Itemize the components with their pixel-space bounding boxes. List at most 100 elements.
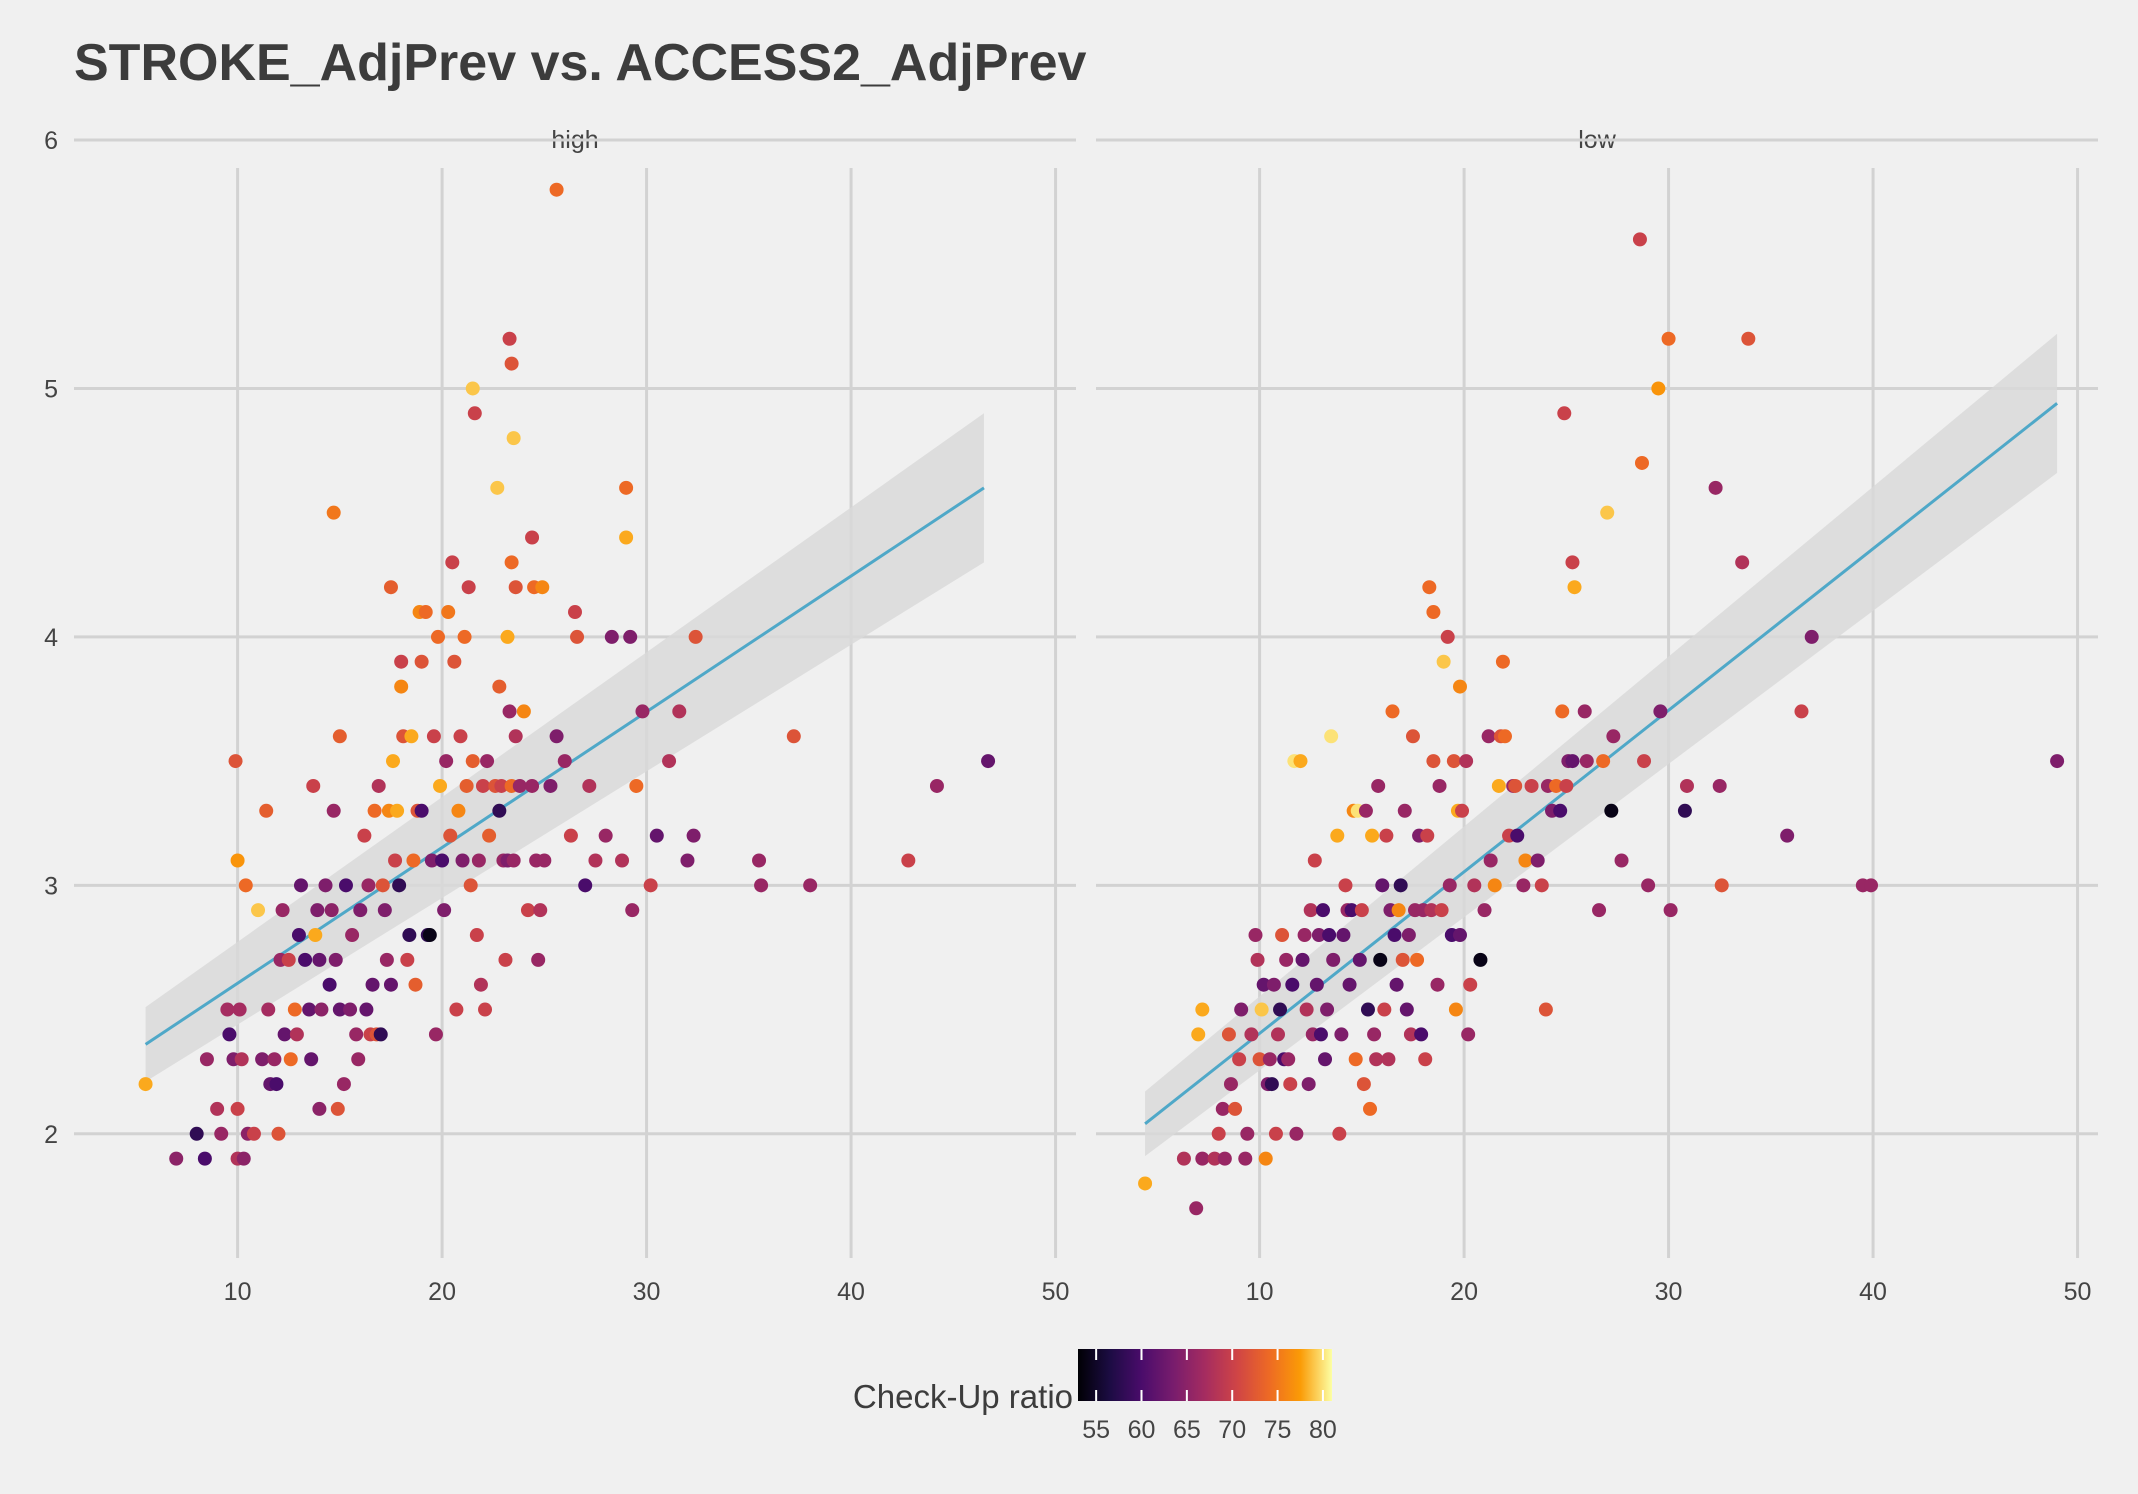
legend-title: Check-Up ratio	[853, 1378, 1073, 1415]
data-point	[480, 754, 495, 769]
data-point	[361, 878, 376, 893]
data-point	[455, 853, 470, 868]
data-point	[402, 928, 417, 943]
data-point	[929, 778, 944, 793]
data-point	[752, 853, 767, 868]
x-tick-label: 10	[1246, 1278, 1274, 1306]
data-point	[328, 952, 343, 967]
data-point	[379, 952, 394, 967]
data-point	[422, 928, 437, 943]
data-point	[1195, 1151, 1210, 1166]
data-point	[1641, 878, 1656, 893]
data-point	[1338, 878, 1353, 893]
data-point	[1553, 803, 1568, 818]
data-point	[433, 778, 448, 793]
data-point	[1592, 903, 1607, 918]
data-point	[238, 878, 253, 893]
data-point	[498, 952, 513, 967]
data-point	[1555, 704, 1570, 719]
x-tick-label: 50	[2064, 1278, 2092, 1306]
data-point	[465, 381, 480, 396]
legend-tick-label: 60	[1128, 1416, 1156, 1444]
data-point	[453, 729, 468, 744]
data-point	[1270, 1027, 1285, 1042]
data-point	[506, 853, 521, 868]
data-point	[504, 356, 519, 371]
confidence-band	[145, 413, 984, 1082]
x-tick-label: 10	[224, 1278, 252, 1306]
data-point	[291, 928, 306, 943]
data-point	[277, 1027, 292, 1042]
data-point	[1399, 1002, 1414, 1017]
data-point	[302, 1002, 317, 1017]
data-point	[1565, 555, 1580, 570]
data-point	[1401, 928, 1416, 943]
data-point	[1596, 754, 1611, 769]
data-point	[283, 1052, 298, 1067]
data-point	[1250, 952, 1265, 967]
data-point	[1273, 1002, 1288, 1017]
data-point	[1268, 1126, 1283, 1141]
data-point	[267, 1052, 282, 1067]
data-point	[214, 1126, 229, 1141]
data-point	[604, 629, 619, 644]
data-point	[502, 331, 517, 346]
data-point	[351, 1052, 366, 1067]
chart-title: STROKE_AdjPrev vs. ACCESS2_AdjPrev	[74, 34, 1087, 92]
y-tick-label: 2	[44, 1121, 58, 1149]
data-point	[588, 853, 603, 868]
data-point	[138, 1077, 153, 1092]
data-point	[1332, 1126, 1347, 1141]
data-point	[1217, 1151, 1232, 1166]
data-point	[803, 878, 818, 893]
data-point	[1315, 903, 1330, 918]
data-point	[469, 928, 484, 943]
data-point	[1367, 1027, 1382, 1042]
data-point	[1358, 803, 1373, 818]
data-point	[287, 1002, 302, 1017]
data-point	[383, 977, 398, 992]
data-point	[506, 431, 521, 446]
data-point	[463, 878, 478, 893]
data-point	[1679, 778, 1694, 793]
data-point	[557, 754, 572, 769]
data-point	[508, 580, 523, 595]
data-point	[1311, 928, 1326, 943]
data-point	[367, 803, 382, 818]
data-point	[308, 928, 323, 943]
data-point	[1604, 803, 1619, 818]
data-point	[281, 952, 296, 967]
data-point	[1524, 778, 1539, 793]
data-point	[1258, 1151, 1273, 1166]
data-point	[1442, 878, 1457, 893]
data-point	[424, 853, 439, 868]
data-point	[1565, 754, 1580, 769]
data-point	[1418, 1052, 1433, 1067]
data-point	[1138, 1176, 1153, 1191]
data-point	[1530, 853, 1545, 868]
data-point	[1497, 729, 1512, 744]
data-point	[1281, 1052, 1296, 1067]
data-point	[345, 928, 360, 943]
data-point	[461, 580, 476, 595]
data-point	[1266, 977, 1281, 992]
data-point	[1223, 1077, 1238, 1092]
data-point	[1207, 1151, 1222, 1166]
data-point	[1371, 778, 1386, 793]
data-point	[1254, 1002, 1269, 1017]
data-point	[1244, 1027, 1259, 1042]
data-point	[1262, 1052, 1277, 1067]
data-point	[1518, 853, 1533, 868]
data-point	[326, 803, 341, 818]
data-point	[1324, 729, 1339, 744]
data-point	[1381, 1052, 1396, 1067]
data-point	[492, 679, 507, 694]
data-point	[1215, 1101, 1230, 1116]
data-point	[1279, 952, 1294, 967]
data-point	[1363, 1101, 1378, 1116]
data-point	[1567, 580, 1582, 595]
data-point	[1283, 1077, 1298, 1092]
data-point	[1318, 1052, 1333, 1067]
data-point	[271, 1126, 286, 1141]
data-point	[1234, 1002, 1249, 1017]
